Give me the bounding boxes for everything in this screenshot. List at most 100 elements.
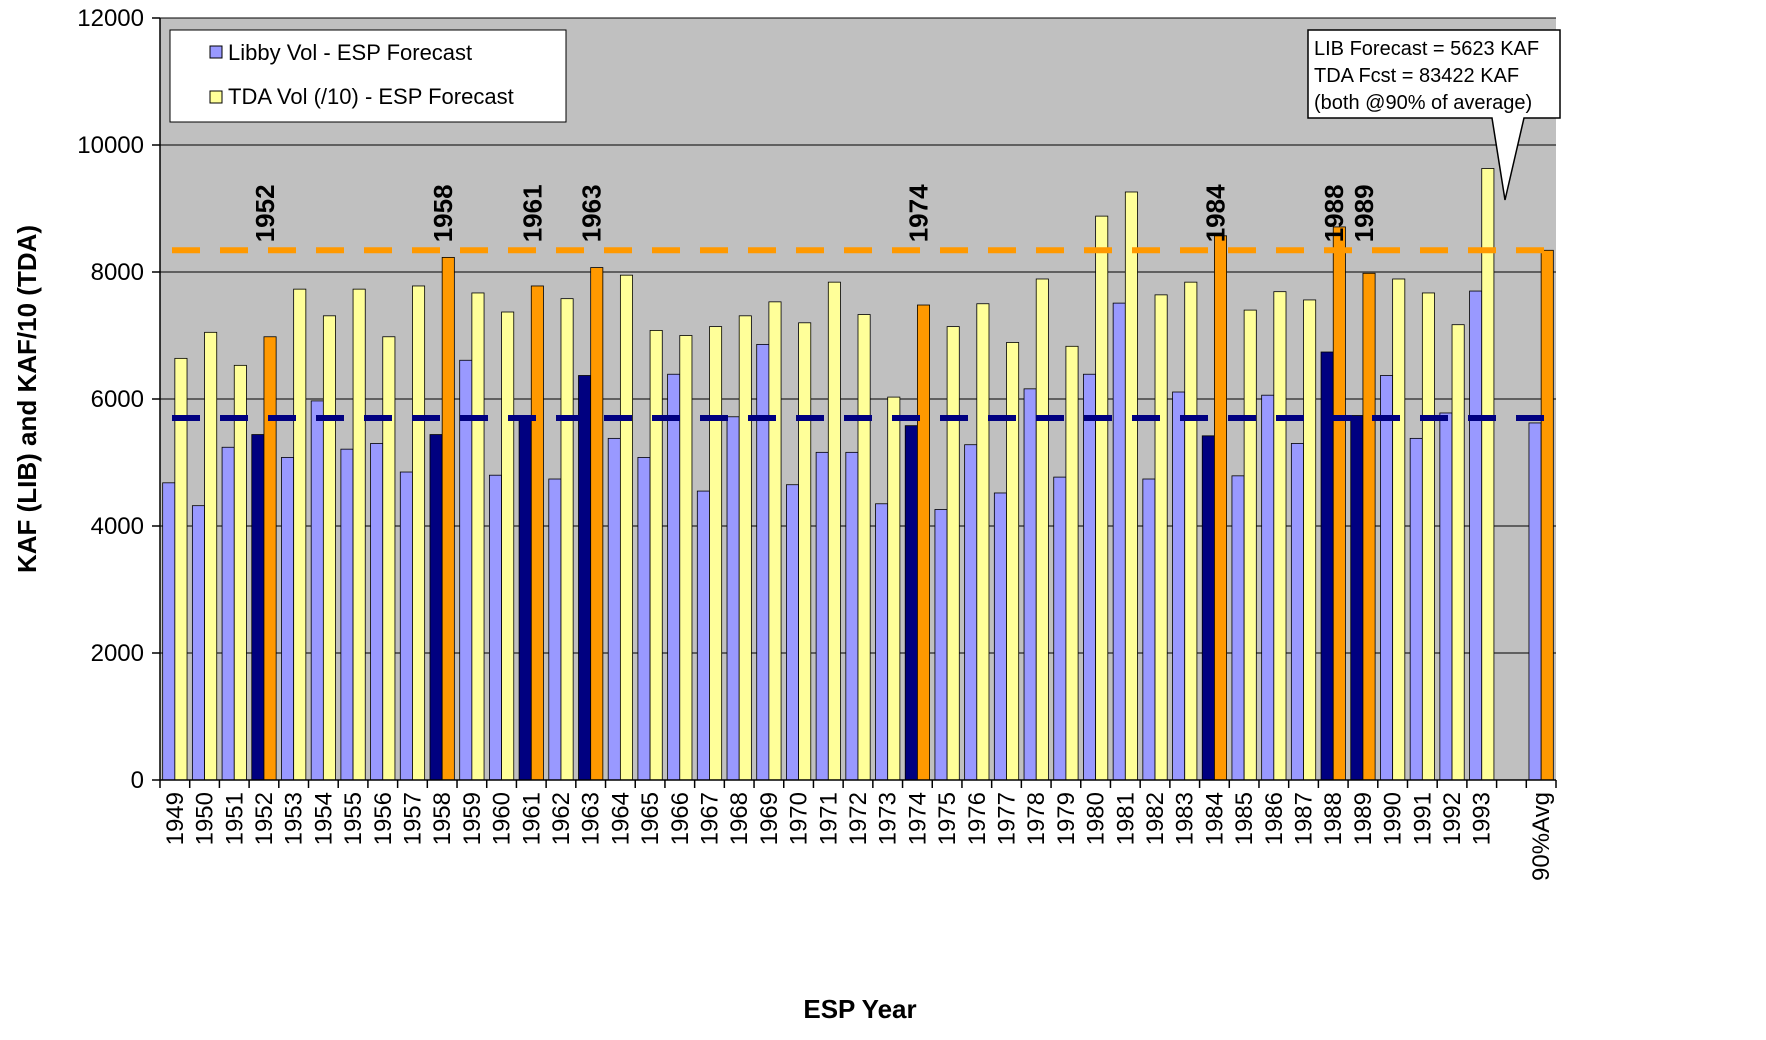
- year-annotation: 1988: [1319, 184, 1349, 242]
- x-tick-label: 1959: [459, 792, 486, 845]
- bar-libby: [756, 343, 770, 781]
- bar-libby: [1083, 373, 1097, 781]
- legend-box: [169, 29, 567, 123]
- bar-libby: [964, 444, 978, 781]
- x-tick-label: 1983: [1172, 792, 1199, 845]
- bar-libby: [815, 451, 829, 781]
- x-tick-label: 1955: [340, 792, 367, 845]
- x-axis-title: ESP Year: [803, 994, 916, 1024]
- x-tick-label: 1961: [518, 792, 545, 845]
- x-tick-label: 1982: [1142, 792, 1169, 845]
- bar-libby: [1350, 415, 1364, 781]
- bar-libby: [370, 443, 384, 781]
- bar-tda: [1332, 226, 1346, 781]
- callout-line-3: (both @90% of average): [1314, 92, 1532, 114]
- x-tick-label: 1965: [637, 792, 664, 845]
- x-tick-label: 1993: [1469, 792, 1496, 845]
- bar-tda: [382, 336, 396, 781]
- x-tick-label: 1969: [756, 792, 783, 845]
- callout-line-1: LIB Forecast = 5623 KAF: [1314, 38, 1539, 60]
- bar-libby: [1172, 391, 1186, 781]
- x-tick-label: 1970: [786, 792, 813, 845]
- callout-line-2: TDA Fcst = 83422 KAF: [1314, 65, 1519, 87]
- x-tick-label: 1964: [607, 792, 634, 845]
- bar-libby: [696, 490, 710, 781]
- bar-tda: [1065, 345, 1079, 781]
- bar-tda: [1273, 291, 1287, 781]
- x-tick-label: 1949: [162, 792, 189, 845]
- x-tick-label: 1956: [370, 792, 397, 845]
- year-annotations: 1952 1958 1961 1963 1974 1984 1988 1989: [250, 184, 1379, 242]
- year-annotation: 1958: [428, 184, 458, 242]
- x-tick-label: 1972: [845, 792, 872, 845]
- y-tick-label: 10000: [77, 132, 144, 159]
- x-tick-label: 1950: [192, 792, 219, 845]
- bar-libby: [310, 400, 324, 781]
- x-tick-label: 1986: [1261, 792, 1288, 845]
- bar-libby: [1409, 437, 1423, 781]
- y-tick-label: 4000: [91, 513, 144, 540]
- bar-tda: [441, 256, 455, 781]
- bar-libby: [281, 457, 295, 781]
- x-tick-label: 1967: [696, 792, 723, 845]
- year-annotation: 1952: [250, 184, 280, 242]
- bar-tda: [233, 364, 247, 781]
- bar-libby: [340, 448, 354, 781]
- bar-tda: [1035, 278, 1049, 781]
- bar-tda: [1540, 249, 1554, 781]
- x-tick-label: 1962: [548, 792, 575, 845]
- bar-libby: [1112, 302, 1126, 781]
- x-tick-label: 1954: [310, 792, 337, 845]
- x-tick-label: 1963: [578, 792, 605, 845]
- bar-tda: [263, 336, 277, 781]
- bar-libby: [1201, 435, 1215, 781]
- x-tick-label: 1951: [221, 792, 248, 845]
- y-tick-label: 6000: [91, 386, 144, 413]
- x-tick-label: 1958: [429, 792, 456, 845]
- year-annotation: 1961: [517, 184, 547, 242]
- y-tick-label: 8000: [91, 259, 144, 286]
- bar-tda: [619, 274, 633, 781]
- bar-tda: [590, 267, 604, 781]
- bar-tda: [293, 288, 307, 781]
- bar-tda: [738, 315, 752, 781]
- x-tick-label: 1976: [964, 792, 991, 845]
- bar-libby: [1528, 422, 1542, 781]
- x-tick-label: 1968: [726, 792, 753, 845]
- y-tick-label: 12000: [77, 5, 144, 32]
- bar-libby: [667, 373, 681, 781]
- bar-tda: [1392, 278, 1406, 781]
- bar-tda: [946, 326, 960, 781]
- bar-tda: [887, 396, 901, 781]
- x-tick-label: 1952: [251, 792, 278, 845]
- x-tick-label: 1973: [875, 792, 902, 845]
- x-tick-label: 1990: [1380, 792, 1407, 845]
- x-tick-label: 1978: [1023, 792, 1050, 845]
- bar-tda: [204, 331, 218, 781]
- y-tick-label: 0: [131, 767, 144, 794]
- reference-lines: [172, 247, 1556, 422]
- x-tick-label: 1977: [994, 792, 1021, 845]
- bar-libby: [1261, 394, 1275, 781]
- year-annotation: 1974: [903, 184, 933, 242]
- bar-tda: [501, 311, 515, 781]
- bar-tda: [1214, 235, 1228, 781]
- x-tick-label: 1987: [1291, 792, 1318, 845]
- bar-tda: [798, 322, 812, 781]
- bar-libby: [904, 425, 918, 781]
- x-tick-label: 1971: [815, 792, 842, 845]
- forecast-callout: LIB Forecast = 5623 KAF TDA Fcst = 83422…: [1307, 29, 1561, 201]
- legend-label-libby: Libby Vol - ESP Forecast: [228, 40, 472, 65]
- callout-shape: [1307, 29, 1561, 201]
- bar-libby: [845, 451, 859, 781]
- bar-libby: [1231, 475, 1245, 781]
- x-tick-label: 1974: [904, 792, 931, 845]
- bar-libby: [1023, 388, 1037, 781]
- bar-tda: [976, 303, 990, 781]
- x-tick-label: 1989: [1350, 792, 1377, 845]
- bar-tda: [1243, 309, 1257, 781]
- bar-tda: [1124, 191, 1138, 781]
- bar-libby: [399, 471, 413, 781]
- legend-label-tda: TDA Vol (/10) - ESP Forecast: [228, 84, 514, 109]
